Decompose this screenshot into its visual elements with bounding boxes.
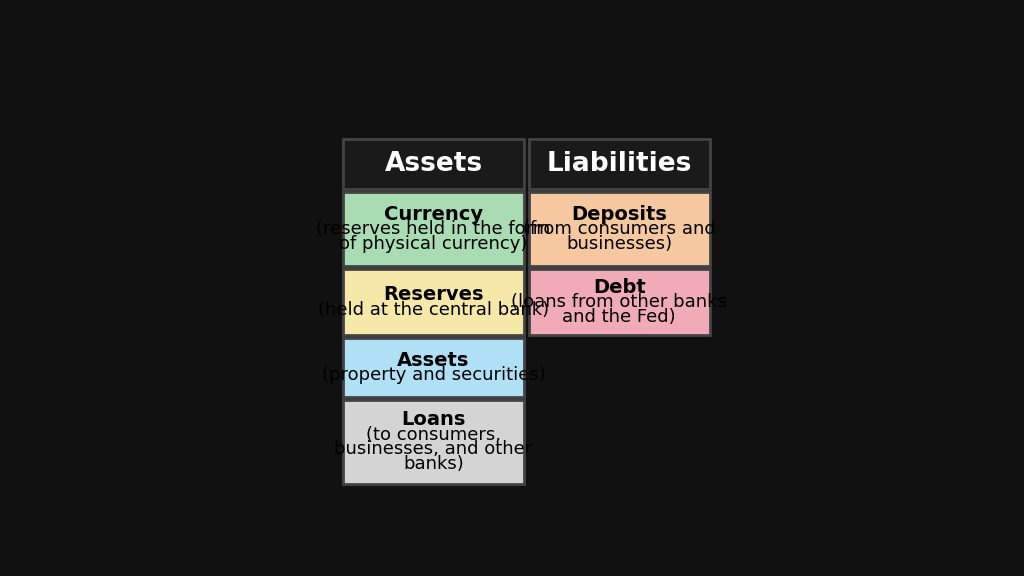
Text: Debt: Debt xyxy=(593,278,645,297)
Text: Liabilities: Liabilities xyxy=(547,151,692,177)
Text: and the Fed): and the Fed) xyxy=(562,308,676,326)
Text: Loans: Loans xyxy=(401,411,466,430)
FancyBboxPatch shape xyxy=(343,192,524,267)
FancyBboxPatch shape xyxy=(528,139,710,189)
FancyBboxPatch shape xyxy=(343,139,524,189)
FancyBboxPatch shape xyxy=(343,338,524,397)
FancyBboxPatch shape xyxy=(343,400,524,484)
FancyBboxPatch shape xyxy=(528,192,710,267)
Text: of physical currency): of physical currency) xyxy=(339,234,527,253)
Text: banks): banks) xyxy=(403,455,464,473)
Text: Reserves: Reserves xyxy=(383,285,483,304)
Text: (held at the central bank): (held at the central bank) xyxy=(318,301,549,319)
Text: businesses): businesses) xyxy=(566,234,673,253)
Text: (loans from other banks: (loans from other banks xyxy=(511,293,727,311)
Text: Assets: Assets xyxy=(384,151,482,177)
Text: Assets: Assets xyxy=(397,351,470,370)
Text: (from consumers and: (from consumers and xyxy=(523,220,716,238)
Text: businesses, and other: businesses, and other xyxy=(335,440,532,458)
FancyBboxPatch shape xyxy=(528,269,710,335)
Text: Deposits: Deposits xyxy=(571,205,668,224)
Text: (to consumers,: (to consumers, xyxy=(366,426,501,444)
Text: (reserves held in the form: (reserves held in the form xyxy=(316,220,551,238)
Text: Currency: Currency xyxy=(384,205,483,224)
FancyBboxPatch shape xyxy=(343,269,524,335)
Text: (property and securities): (property and securities) xyxy=(322,366,546,384)
